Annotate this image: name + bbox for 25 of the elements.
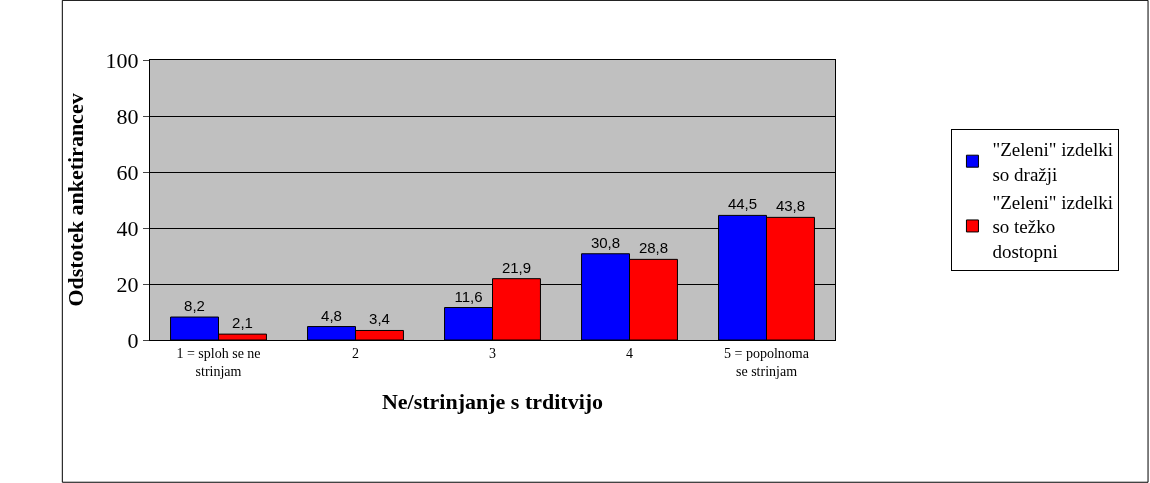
x-tick-label: 1 = sploh se ne strinjam: [176, 345, 261, 379]
x-tick-label: 3: [489, 345, 496, 361]
data-label: 3,4: [369, 310, 390, 328]
data-label: 8,2: [184, 297, 205, 315]
data-label: 21,9: [501, 258, 532, 276]
y-tick-label: 60: [116, 159, 139, 185]
y-tick-label: 80: [116, 103, 139, 129]
x-tick-label: 5 = popolnoma se strinjam: [724, 345, 810, 379]
x-tick-label: 4: [626, 345, 633, 361]
y-tick-label: 0: [127, 327, 139, 353]
data-label: 43,8: [775, 197, 806, 215]
data-label: 44,5: [727, 195, 758, 213]
legend-label: "Zeleni" izdelki so dražji: [992, 139, 1113, 185]
y-tick-label: 100: [105, 47, 139, 73]
y-axis-title: Odstotek anketirancev: [63, 93, 89, 307]
x-axis-title: Ne/strinjanje s trditvijo: [381, 388, 604, 414]
legend-label: "Zeleni" izdelki so težko dostopni: [992, 191, 1113, 263]
y-tick-label: 40: [116, 215, 139, 241]
data-label: 2,1: [232, 314, 253, 332]
data-label: 30,8: [590, 233, 621, 251]
data-label: 4,8: [321, 306, 342, 324]
data-label: 11,6: [454, 287, 483, 305]
x-tick-label: 2: [352, 345, 359, 361]
data-label: 28,8: [638, 239, 669, 257]
y-tick-label: 20: [116, 271, 139, 297]
